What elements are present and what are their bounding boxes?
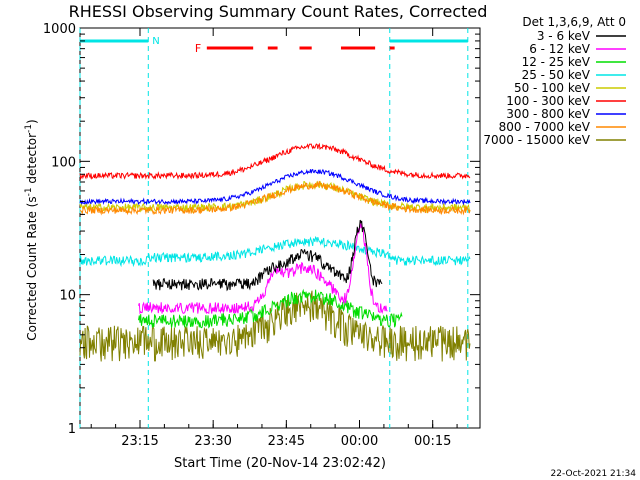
x-tick-label: 23:45	[268, 434, 305, 449]
series-line-100-300-kev	[79, 142, 471, 181]
x-axis-label: Start Time (20-Nov-14 23:02:42)	[174, 456, 386, 471]
plot-area: N F	[79, 27, 481, 429]
series-line-300-800-kev	[79, 168, 471, 206]
x-tick-label: 23:30	[194, 434, 231, 449]
x-tick-label: 23:15	[121, 434, 158, 449]
footer-date: 22-Oct-2021 21:34	[551, 469, 637, 479]
y-tick-label: 10	[59, 289, 76, 304]
y-axis-label-end: )	[25, 119, 39, 124]
legend-label: 50 - 100 keV	[514, 81, 591, 95]
legend-label: 25 - 50 keV	[522, 68, 591, 82]
chart-title: RHESSI Observing Summary Count Rates, Co…	[69, 2, 488, 21]
series-group	[79, 142, 471, 362]
legend-label: 12 - 25 keV	[522, 55, 591, 69]
night-label: N	[152, 36, 159, 47]
legend-label: 800 - 7000 keV	[499, 120, 591, 134]
x-tick-label: 00:15	[414, 434, 451, 449]
series-line-7000-15000-kev	[79, 290, 471, 362]
y-tick-label: 100	[51, 155, 76, 170]
legend-label: 100 - 300 keV	[506, 94, 590, 108]
series-line-25-50-kev	[79, 236, 471, 268]
x-axis: 23:15 23:30 23:45 00:00 00:15	[90, 28, 458, 449]
night-markers: N	[79, 28, 469, 428]
series-line-800-7000-kev	[79, 180, 471, 216]
x-tick-label: 00:00	[341, 434, 378, 449]
y-axis-label-sup1: -1	[24, 187, 34, 196]
series-line-3-6-kev	[152, 219, 383, 292]
y-axis-label-main: Corrected Count Rate (s	[25, 196, 39, 340]
y-axis-label: Corrected Count Rate (s-1 detector-1)	[24, 119, 39, 340]
flare-label: F	[195, 42, 201, 55]
y-tick-label: 1	[68, 422, 76, 437]
legend-label: 6 - 12 keV	[529, 42, 591, 56]
plot-frame	[79, 27, 481, 429]
y-axis: 1 10 100 1000	[43, 22, 480, 437]
legend-label: 7000 - 15000 keV	[483, 133, 590, 147]
flare-markers: F	[195, 42, 395, 55]
legend-title: Det 1,3,6,9, Att 0	[522, 15, 626, 29]
series-line-12-25-kev	[138, 288, 403, 329]
legend-label: 300 - 800 keV	[506, 107, 590, 121]
series-line-50-100-kev	[79, 180, 471, 214]
series-line-6-12-kev	[138, 222, 388, 315]
y-axis-label-mid: detector	[25, 133, 39, 188]
y-axis-label-sup2: -1	[24, 124, 34, 133]
legend-label: 3 - 6 keV	[537, 29, 591, 43]
y-tick-label: 1000	[43, 22, 76, 37]
